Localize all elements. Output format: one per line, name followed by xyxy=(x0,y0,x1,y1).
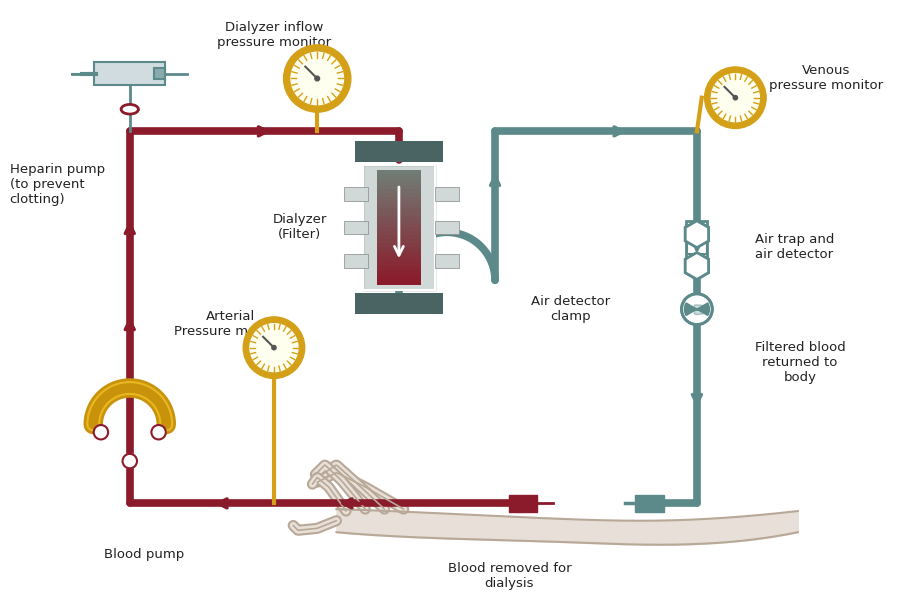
Bar xyxy=(345,187,368,200)
FancyBboxPatch shape xyxy=(94,62,166,85)
Bar xyxy=(345,221,368,234)
Text: Arterial
Pressure monitor: Arterial Pressure monitor xyxy=(174,309,287,338)
Polygon shape xyxy=(685,221,708,247)
Circle shape xyxy=(734,96,737,100)
Text: Dialyzer inflow
pressure monitor: Dialyzer inflow pressure monitor xyxy=(217,21,331,49)
Circle shape xyxy=(291,52,344,105)
Circle shape xyxy=(151,425,166,439)
Circle shape xyxy=(315,76,320,81)
Bar xyxy=(377,262,421,266)
Bar xyxy=(377,270,421,274)
Bar xyxy=(377,212,421,216)
Bar xyxy=(377,181,421,185)
Bar xyxy=(377,255,421,258)
Polygon shape xyxy=(685,221,708,247)
Ellipse shape xyxy=(122,105,139,114)
Circle shape xyxy=(705,67,766,128)
Bar xyxy=(687,221,707,266)
Bar xyxy=(377,239,421,243)
FancyBboxPatch shape xyxy=(635,495,664,512)
Bar xyxy=(377,185,421,189)
Bar xyxy=(377,231,421,235)
Bar xyxy=(377,274,421,278)
Circle shape xyxy=(122,454,137,468)
Circle shape xyxy=(250,324,298,371)
Circle shape xyxy=(272,346,276,350)
Circle shape xyxy=(284,45,351,112)
Text: Blood pump: Blood pump xyxy=(104,548,184,561)
Bar xyxy=(377,189,421,193)
Bar xyxy=(377,170,421,173)
Bar xyxy=(377,243,421,247)
Circle shape xyxy=(711,73,760,122)
Polygon shape xyxy=(685,252,708,279)
Bar xyxy=(436,221,459,234)
Bar xyxy=(377,216,421,220)
Bar xyxy=(377,278,421,281)
FancyBboxPatch shape xyxy=(508,495,537,512)
Text: Air detector
clamp: Air detector clamp xyxy=(531,295,610,323)
Wedge shape xyxy=(697,303,709,315)
Bar xyxy=(377,247,421,250)
Bar xyxy=(377,235,421,239)
Bar xyxy=(688,231,706,255)
Bar xyxy=(436,187,459,200)
Bar xyxy=(377,208,421,212)
FancyBboxPatch shape xyxy=(363,165,436,290)
FancyBboxPatch shape xyxy=(355,293,444,314)
Bar xyxy=(377,193,421,197)
Text: Dialyzer
(Filter): Dialyzer (Filter) xyxy=(273,214,327,241)
Wedge shape xyxy=(684,303,697,315)
Bar xyxy=(345,255,368,268)
Text: Air trap and
air detector: Air trap and air detector xyxy=(754,233,834,261)
Bar xyxy=(377,228,421,231)
Bar xyxy=(377,197,421,200)
Bar xyxy=(377,178,421,181)
Circle shape xyxy=(94,425,108,439)
Text: Heparin pump
(to prevent
clotting): Heparin pump (to prevent clotting) xyxy=(10,163,104,206)
Polygon shape xyxy=(685,252,708,279)
Bar xyxy=(377,200,421,205)
Bar xyxy=(377,205,421,208)
Bar xyxy=(377,173,421,178)
Bar xyxy=(377,250,421,255)
Text: Filtered blood
returned to
body: Filtered blood returned to body xyxy=(754,341,845,383)
Text: Venous
pressure monitor: Venous pressure monitor xyxy=(769,64,883,93)
Bar xyxy=(377,220,421,223)
Bar xyxy=(377,223,421,228)
Bar xyxy=(377,281,421,285)
Bar xyxy=(154,68,166,79)
Bar xyxy=(377,258,421,262)
Bar xyxy=(436,255,459,268)
Text: Blood removed for
dialysis: Blood removed for dialysis xyxy=(447,562,572,591)
Bar xyxy=(377,266,421,270)
FancyBboxPatch shape xyxy=(355,141,444,162)
Circle shape xyxy=(243,317,305,379)
Circle shape xyxy=(681,294,712,324)
